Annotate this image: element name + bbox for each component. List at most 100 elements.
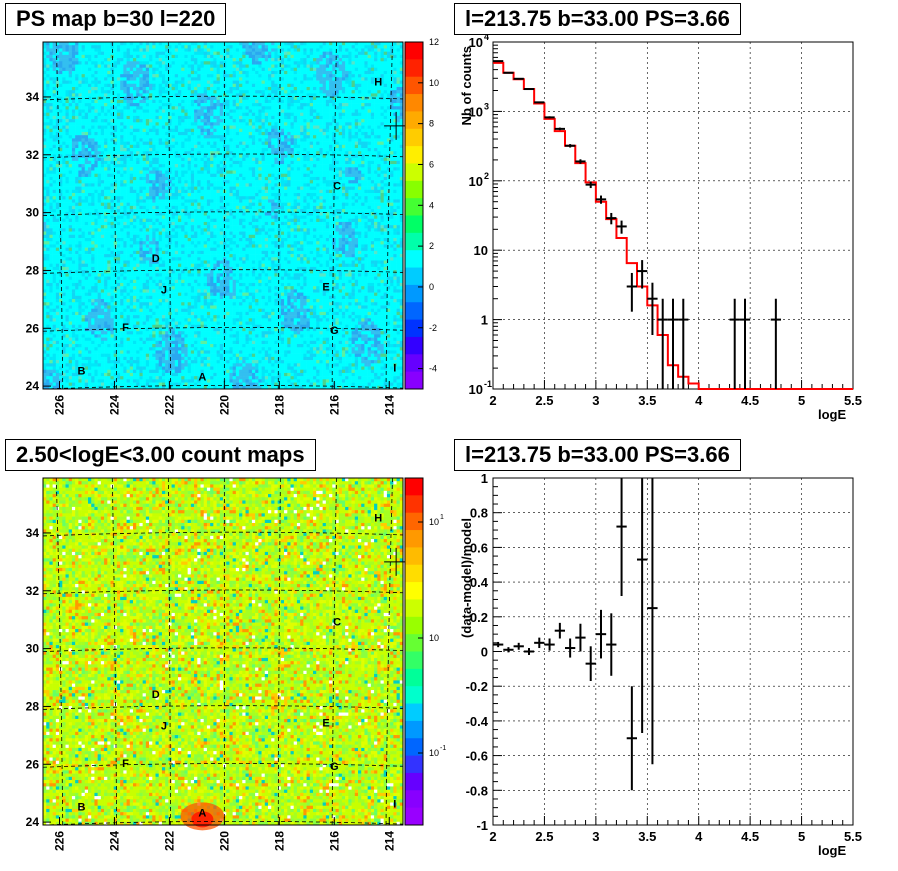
ps-map-frame [42,41,404,390]
y-tick-label: 0.8 [470,506,488,521]
x-axis-label: logE [818,407,846,422]
source-label-j: J [161,285,167,297]
source-label-h: H [374,76,382,88]
data-point [493,60,504,63]
y-tick-label: 1 [481,313,488,328]
grid-meridian [111,41,118,390]
x-tick-label: 5.5 [844,393,862,408]
ps-map-pixels [43,42,404,390]
count-map-pixels [43,478,404,826]
colorbar-frame [404,41,424,390]
y-tick-label: 24 [26,379,40,393]
y-tick-label: 34 [26,90,40,104]
x-tick-label: 226 [52,831,66,851]
x-tick-label: 5 [798,393,805,408]
residual-point [493,641,504,648]
colorbar-tick-label: -2 [429,323,437,333]
data-point [503,71,514,74]
x-tick-label: 222 [162,395,176,415]
source-label-i: I [393,363,396,375]
colorbar-step [405,530,423,548]
ps-map-ticks: 226 224 222 220 218 216 214 24 26 28 30 32 34 [26,90,397,415]
data-point [523,88,535,91]
grid-meridian [111,477,118,826]
grid-meridian [277,41,281,390]
y-tick-label: 30 [26,206,40,220]
data-point [595,195,607,204]
x-tick-label: 3.5 [638,829,656,844]
y-tick-label: -0.6 [466,749,488,764]
residual-point [534,637,545,649]
residual-point [647,478,658,765]
colorbar-step [405,599,423,618]
colorbar-step [405,267,423,286]
colorbar-step [405,232,423,251]
colorbar-tick-label: 10 [429,748,439,758]
y-tick-label: 10 [469,35,483,50]
x-tick-label: 2.5 [535,829,553,844]
colorbar-step [405,284,423,303]
y-tick-exponent: 3 [484,101,489,111]
source-label-f: F [122,758,129,770]
count-map-grid [42,477,404,826]
colorbar-step [405,720,423,739]
y-tick-label: 30 [26,642,40,656]
data-point [585,181,596,189]
colorbar-step [405,790,423,809]
source-label-a: A [198,807,206,819]
colorbar-step [405,547,423,566]
x-tick-label: 2 [489,393,496,408]
data-point [739,298,751,389]
colorbar-step [405,478,423,496]
colorbar-step [405,634,423,652]
y-tick-label: 0.2 [470,610,488,625]
x-axis-label: logE [818,843,846,858]
model-histogram-line [493,61,853,390]
data-point [678,298,689,389]
x-tick-label: 5.5 [844,829,862,844]
ps-map-panel: 226 224 222 220 218 216 214 24 26 28 30 32 34 A B C D E F G… [26,41,409,415]
grid-meridian [55,41,64,390]
grid-meridian [331,41,337,390]
y-tick-label: 28 [26,699,40,713]
x-tick-label: 3.5 [638,393,656,408]
y-tick-label: 26 [26,757,40,771]
x-tick-label: 3 [592,393,599,408]
colorbar-step [405,495,423,514]
source-label-i: I [393,799,396,811]
data-point [554,127,565,131]
colorbar-step [405,302,423,321]
residual-grid [493,478,853,825]
y-tick-label: 1 [481,471,488,486]
colorbar-step [405,336,423,355]
colorbar-step [405,772,423,791]
y-tick-label: 34 [26,526,40,540]
residual-point [626,686,637,791]
x-tick-label: 224 [107,831,121,851]
colorbar-step [405,128,423,147]
colorbar-step [405,564,423,583]
x-tick-label: 2 [489,829,496,844]
data-point [606,212,617,225]
source-label-d: D [152,689,160,701]
colorbar-tick-label: 10 [429,78,439,88]
colorbar-step [405,354,423,373]
colorbar-step [405,42,423,60]
y-tick-label: -1 [476,818,488,833]
grid-meridian [385,477,393,826]
x-tick-label: 216 [327,395,341,415]
y-axis-label: Nb of counts [459,46,474,125]
colorbar-tick-label: 8 [429,119,434,129]
y-tick-label: 32 [26,148,40,162]
colorbar-step [405,651,423,670]
colorbar-tick-exponent: 1 [440,514,444,521]
grid-meridian [167,477,171,826]
data-point [626,272,637,312]
colorbar-step [405,146,423,164]
source-label-b: B [77,802,85,814]
y-tick-label: 0.6 [470,540,488,555]
data-point [513,77,524,80]
y-tick-label: -0.2 [466,679,488,694]
residual-point [544,638,555,651]
